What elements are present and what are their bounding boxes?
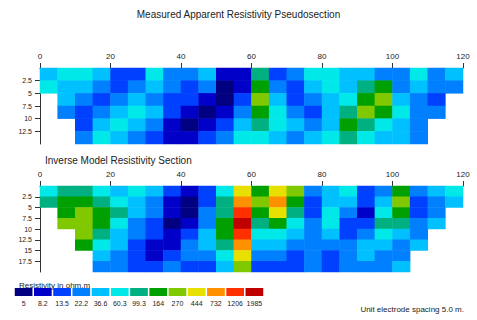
svg-text:80: 80	[318, 170, 327, 179]
svg-text:120: 120	[456, 170, 470, 179]
svg-text:60: 60	[247, 52, 256, 61]
svg-text:5: 5	[28, 90, 32, 97]
svg-text:0: 0	[38, 170, 43, 179]
svg-text:12.5: 12.5	[18, 236, 32, 243]
svg-text:Inverse Model Resistivity Sect: Inverse Model Resistivity Section	[45, 155, 192, 166]
svg-text:99.3: 99.3	[132, 300, 146, 307]
svg-text:5: 5	[22, 300, 26, 307]
svg-text:36.6: 36.6	[94, 300, 108, 307]
svg-text:20: 20	[106, 52, 115, 61]
svg-text:10: 10	[24, 115, 32, 122]
svg-text:15: 15	[24, 247, 32, 254]
svg-text:120: 120	[456, 52, 470, 61]
svg-text:1206: 1206	[227, 300, 243, 307]
svg-text:2.5: 2.5	[22, 193, 32, 200]
svg-text:80: 80	[318, 52, 327, 61]
svg-text:40: 40	[177, 170, 186, 179]
svg-text:17.5: 17.5	[18, 258, 32, 265]
svg-text:40: 40	[177, 52, 186, 61]
svg-text:164: 164	[152, 300, 164, 307]
svg-text:1985: 1985	[247, 300, 263, 307]
svg-text:12.5: 12.5	[18, 128, 32, 135]
svg-text:20: 20	[106, 170, 115, 179]
svg-text:270: 270	[172, 300, 184, 307]
svg-text:732: 732	[210, 300, 222, 307]
svg-text:Unit electrode spacing 5.0 m.: Unit electrode spacing 5.0 m.	[360, 305, 464, 314]
svg-text:0: 0	[38, 52, 43, 61]
svg-text:22.2: 22.2	[74, 300, 88, 307]
svg-text:10: 10	[24, 226, 32, 233]
svg-text:7.5: 7.5	[22, 215, 32, 222]
svg-text:2.5: 2.5	[22, 77, 32, 84]
svg-text:100: 100	[386, 170, 400, 179]
svg-text:60.3: 60.3	[113, 300, 127, 307]
svg-text:5: 5	[28, 204, 32, 211]
svg-text:Resistivity in ohm.m: Resistivity in ohm.m	[19, 281, 90, 290]
svg-text:8.2: 8.2	[38, 300, 48, 307]
svg-text:100: 100	[386, 52, 400, 61]
svg-text:7.5: 7.5	[22, 103, 32, 110]
svg-text:444: 444	[191, 300, 203, 307]
svg-text:Measured Apparent Resistivity: Measured Apparent Resistivity Pseudosect…	[137, 9, 340, 20]
svg-text:13.5: 13.5	[55, 300, 69, 307]
svg-text:60: 60	[247, 170, 256, 179]
